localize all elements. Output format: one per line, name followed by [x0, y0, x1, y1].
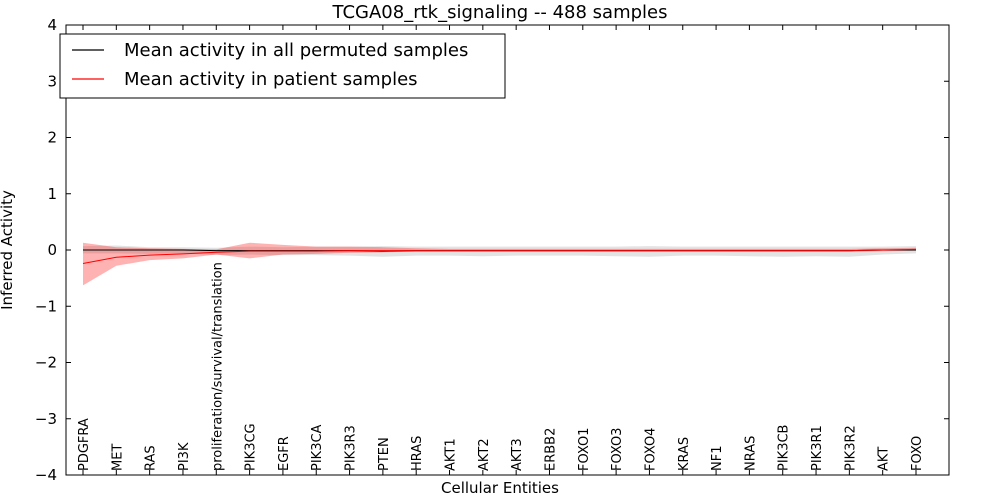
y-axis-label: Inferred Activity: [0, 190, 16, 310]
x-tick-label: NRAS: [743, 436, 758, 471]
x-tick-label: AKT3: [510, 438, 525, 471]
y-tick-label: 3: [47, 72, 57, 90]
legend-box: [59, 33, 506, 99]
x-tick-label: PTEN: [377, 437, 392, 471]
x-tick-label: PDGFRA: [77, 418, 92, 471]
legend-label-1: Mean activity in patient samples: [124, 69, 418, 90]
x-axis-label: Cellular Entities: [441, 479, 559, 497]
y-tick-label: 0: [47, 241, 57, 259]
x-tick-label: FOXO: [910, 436, 925, 471]
confidence-bands: [83, 242, 916, 286]
x-tick-label: PI3K: [177, 442, 192, 471]
x-tick-label: PIK3CB: [777, 425, 792, 471]
x-tick-label: NF1: [710, 446, 725, 471]
x-tick-label: PIK3CA: [310, 424, 325, 471]
y-tick-label: −1: [35, 297, 57, 315]
legend: Mean activity in all permuted samples Mea…: [59, 33, 506, 99]
chart-title: TCGA08_rtk_signaling -- 488 samples: [332, 2, 668, 23]
y-axis-ticks: 4 3 2 1 0 −1 −2 −3 −4: [35, 16, 949, 484]
y-tick-label: −4: [35, 466, 57, 484]
x-tick-label: proliferation/survival/translation: [210, 262, 225, 471]
x-tick-label: PIK3CG: [244, 423, 259, 471]
x-tick-label: PIK3R1: [810, 425, 825, 471]
x-tick-label: AKT: [877, 447, 892, 471]
x-tick-label: EGFR: [277, 436, 292, 471]
x-tick-label: PIK3R2: [843, 425, 858, 471]
x-tick-label: AKT2: [477, 438, 492, 471]
x-tick-label: HRAS: [410, 436, 425, 471]
x-tick-label: FOXO1: [577, 428, 592, 471]
x-tick-label: MET: [110, 444, 125, 471]
y-tick-label: 4: [47, 16, 57, 34]
y-tick-label: −3: [35, 410, 57, 428]
x-tick-label: RAS: [144, 445, 159, 471]
x-tick-label: KRAS: [677, 437, 692, 471]
series-band-0: [83, 245, 916, 257]
series-line-1: [82, 248, 917, 264]
x-tick-label: FOXO4: [643, 428, 658, 471]
x-tick-label: FOXO3: [610, 428, 625, 471]
x-axis-ticks: PDGFRA MET RAS PI3K proliferation/survival/t…: [77, 25, 925, 475]
legend-label-0: Mean activity in all permuted samples: [124, 40, 468, 61]
x-tick-label: AKT1: [444, 438, 459, 471]
series-lines: [82, 248, 917, 264]
y-tick-label: −2: [35, 354, 57, 372]
x-tick-label: PIK3R3: [344, 425, 359, 471]
x-tick-label: ERBB2: [544, 428, 559, 471]
y-tick-label: 2: [47, 129, 57, 147]
series-band-1: [83, 242, 916, 286]
y-tick-label: 1: [47, 185, 57, 203]
